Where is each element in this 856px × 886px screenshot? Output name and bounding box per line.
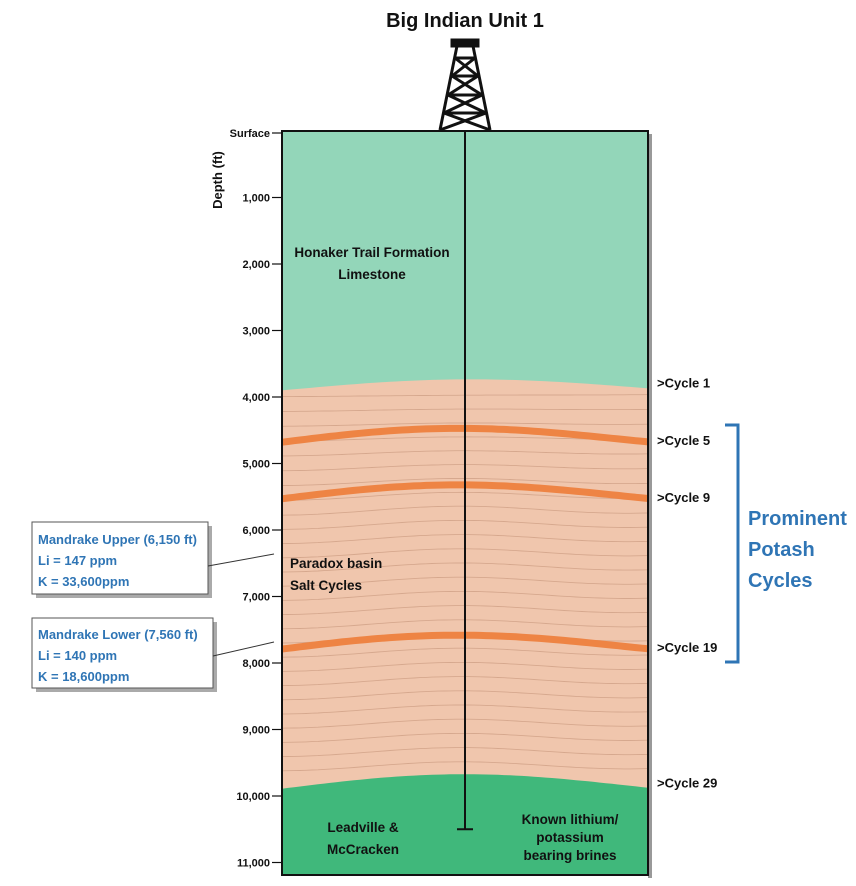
salt-cycle-lines xyxy=(281,394,649,772)
bracket-label-line1: Prominent xyxy=(748,508,847,530)
cycle-label-2: >Cycle 9 xyxy=(657,490,710,505)
diagram-title: Big Indian Unit 1 xyxy=(386,10,544,32)
depth-tick-label-10: 10,000 xyxy=(236,791,270,803)
callout-lower-line3: K = 18,600ppm xyxy=(38,669,129,684)
depth-tick-label-8: 8,000 xyxy=(242,658,270,670)
depth-tick-label-0: Surface xyxy=(230,128,270,140)
brines-label-line1: Known lithium/ xyxy=(522,812,619,827)
depth-tick-label-5: 5,000 xyxy=(242,459,270,471)
bracket-label-line2: Potash xyxy=(748,539,815,561)
callout-leader-lower xyxy=(212,641,275,657)
depth-tick-label-2: 2,000 xyxy=(242,259,270,271)
honaker-label-line2: Limestone xyxy=(338,267,406,282)
depth-tick-label-6: 6,000 xyxy=(242,525,270,537)
depth-tick-label-7: 7,000 xyxy=(242,592,270,604)
depth-axis: Surface 1,000 2,000 3,000 4,000 5,000 6,000 7,0… xyxy=(230,128,282,870)
depth-tick-label-4: 4,000 xyxy=(242,392,270,404)
callout-lower-line2: Li = 140 ppm xyxy=(38,648,117,663)
depth-tick-label-9: 9,000 xyxy=(242,725,270,737)
brines-label-line3: bearing brines xyxy=(523,848,616,863)
callout-mandrake-lower: Mandrake Lower (7,560 ft) Li = 140 ppm K… xyxy=(31,617,275,692)
derrick-icon xyxy=(438,38,492,132)
cycle-label-1: >Cycle 5 xyxy=(657,433,710,448)
cycle-labels: >Cycle 1 >Cycle 5 >Cycle 9 >Cycle 19 >Cycle … xyxy=(657,375,717,790)
potash-bracket xyxy=(725,423,740,664)
cycle-label-0: >Cycle 1 xyxy=(657,375,710,390)
callout-upper-line3: K = 33,600ppm xyxy=(38,574,129,589)
paradox-label-line2: Salt Cycles xyxy=(290,578,362,593)
bracket-label-line3: Cycles xyxy=(748,570,813,592)
depth-axis-label: Depth (ft) xyxy=(210,151,225,209)
callout-upper-line2: Li = 147 ppm xyxy=(38,553,117,568)
callout-upper-line1: Mandrake Upper (6,150 ft) xyxy=(38,532,197,547)
leadville-label-line1: Leadville & xyxy=(327,820,399,835)
depth-tick-label-1: 1,000 xyxy=(242,193,270,205)
honaker-label-line1: Honaker Trail Formation xyxy=(294,245,449,260)
cycle-label-3: >Cycle 19 xyxy=(657,640,717,655)
leadville-label-line2: McCracken xyxy=(327,842,399,857)
cycle-label-4: >Cycle 29 xyxy=(657,776,717,791)
depth-tick-label-11: 11,000 xyxy=(237,858,270,870)
paradox-label-line1: Paradox basin xyxy=(290,556,382,571)
depth-tick-label-3: 3,000 xyxy=(242,326,270,338)
section-shadow xyxy=(648,134,652,878)
callout-mandrake-upper: Mandrake Upper (6,150 ft) Li = 147 ppm K… xyxy=(31,521,275,598)
callout-lower-line1: Mandrake Lower (7,560 ft) xyxy=(38,627,198,642)
callout-leader-upper xyxy=(207,553,275,567)
brines-label-line2: potassium xyxy=(536,830,604,845)
